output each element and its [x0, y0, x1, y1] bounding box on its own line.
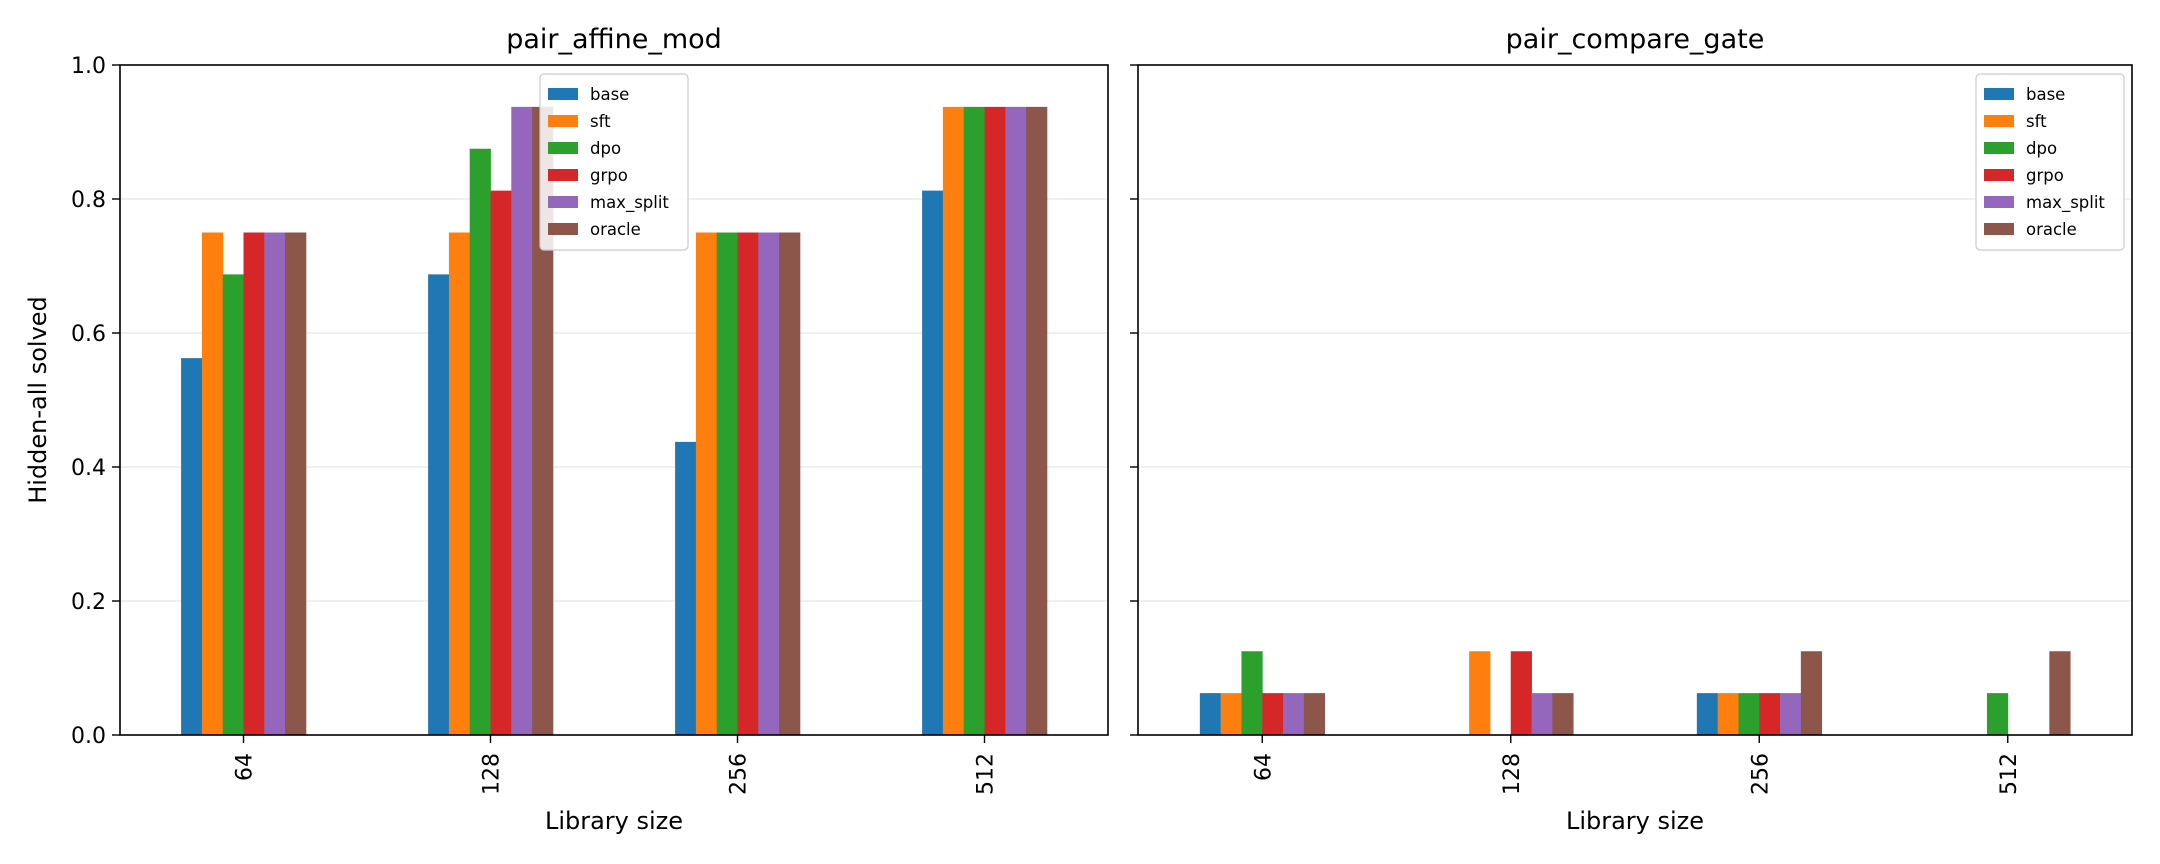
legend-label-base: base: [590, 85, 629, 104]
bar-grpo-64: [1262, 693, 1284, 735]
bar-oracle-64: [1303, 693, 1326, 735]
bar-max_split-64: [264, 232, 286, 735]
bar-max_split-512: [1005, 106, 1027, 735]
bar-sft-128: [1469, 651, 1491, 735]
bar-max_split-128: [1531, 693, 1553, 735]
legend-label-sft: sft: [2026, 112, 2047, 131]
bar-oracle-128: [532, 106, 554, 735]
legend-swatch-max_split: [548, 196, 578, 208]
x-tick-label: 512: [1997, 753, 2022, 795]
bar-dpo-128: [469, 148, 491, 735]
legend-label-max_split: max_split: [2026, 193, 2105, 213]
x-axis-label: Library size: [545, 807, 683, 835]
y-tick-label: 0.6: [71, 322, 106, 347]
legend-swatch-grpo: [548, 169, 578, 181]
legend-label-sft: sft: [590, 112, 611, 131]
x-tick-label: 512: [974, 753, 999, 795]
y-tick-label: 0.8: [71, 188, 106, 213]
legend-swatch-sft: [548, 115, 578, 127]
bar-grpo-512: [984, 106, 1006, 735]
y-tick-label: 0.0: [71, 724, 106, 749]
y-tick-label: 0.4: [71, 456, 106, 481]
chart-panel-compare: 64 128 256 512 pair_compare_gate Library size…: [1130, 24, 2133, 835]
bar-base-256: [1696, 693, 1719, 735]
x-axis-label: Library size: [1566, 807, 1704, 835]
legend-swatch-base: [548, 88, 578, 100]
bar-max_split-128: [511, 106, 533, 735]
bar-oracle-128: [1552, 693, 1574, 735]
bar-max_split-256: [758, 232, 780, 735]
legend-swatch-sft: [1984, 115, 2014, 127]
x-tick-label: 128: [1500, 753, 1525, 795]
bar-grpo-64: [243, 232, 265, 735]
bar-dpo-512: [1986, 693, 2009, 735]
legend-swatch-dpo: [548, 142, 578, 154]
bar-sft-256: [695, 232, 718, 735]
legend-swatch-oracle: [548, 223, 578, 235]
x-tick-label: 128: [480, 753, 505, 795]
legend-swatch-base: [1984, 88, 2014, 100]
bar-grpo-256: [1759, 693, 1781, 735]
y-axis-label: Hidden-all solved: [24, 296, 52, 504]
bar-sft-64: [201, 232, 224, 735]
bar-dpo-64: [1241, 651, 1263, 735]
bar-grpo-128: [1510, 651, 1532, 735]
bar-dpo-512: [963, 106, 985, 735]
bar-max_split-256: [1780, 693, 1802, 735]
bar-grpo-128: [490, 190, 512, 735]
legend-label-oracle: oracle: [2026, 220, 2077, 239]
bar-base-64: [1199, 693, 1222, 735]
bar-oracle-512: [2049, 651, 2071, 735]
bar-dpo-64: [222, 274, 244, 735]
bar-oracle-64: [285, 232, 307, 735]
legend-label-dpo: dpo: [590, 139, 621, 158]
bar-sft-128: [448, 232, 471, 735]
bar-dpo-256: [1738, 693, 1760, 735]
x-tick-label: 256: [1748, 753, 1773, 795]
bar-oracle-256: [1800, 651, 1823, 735]
axes-frame: [119, 64, 1109, 736]
bar-dpo-256: [716, 232, 738, 735]
axes-frame: [1137, 64, 2133, 736]
bar-base-64: [181, 358, 203, 735]
y-tick-label: 1.0: [71, 54, 106, 79]
y-tick-label: 0.2: [71, 590, 106, 615]
bar-base-128: [428, 274, 450, 735]
x-tick-label: 64: [1251, 753, 1276, 781]
x-tick-label: 64: [233, 753, 258, 781]
legend-label-max_split: max_split: [590, 193, 669, 213]
bar-oracle-256: [779, 232, 801, 735]
chart-title: pair_affine_mod: [506, 24, 722, 55]
bar-sft-64: [1220, 693, 1242, 735]
bar-max_split-64: [1283, 693, 1305, 735]
legend-label-oracle: oracle: [590, 220, 641, 239]
legend-label-dpo: dpo: [2026, 139, 2057, 158]
bar-base-256: [675, 441, 697, 735]
x-tick-label: 256: [727, 753, 752, 795]
bar-sft-256: [1717, 693, 1739, 735]
legend-label-grpo: grpo: [590, 166, 628, 185]
bar-sft-512: [942, 106, 965, 735]
legend-label-base: base: [2026, 85, 2065, 104]
bar-grpo-256: [737, 232, 759, 735]
bar-oracle-512: [1026, 106, 1048, 735]
legend-label-grpo: grpo: [2026, 166, 2064, 185]
chart-panel-affine: 0.0 0.2 0.4 0.6 0.8 1.0 64 128 256 512 pair_affine…: [24, 24, 1109, 835]
legend-swatch-max_split: [1984, 196, 2014, 208]
legend-swatch-dpo: [1984, 142, 2014, 154]
legend-swatch-oracle: [1984, 223, 2014, 235]
legend-swatch-grpo: [1984, 169, 2014, 181]
chart-title: pair_compare_gate: [1506, 24, 1765, 55]
bar-base-512: [922, 190, 944, 735]
